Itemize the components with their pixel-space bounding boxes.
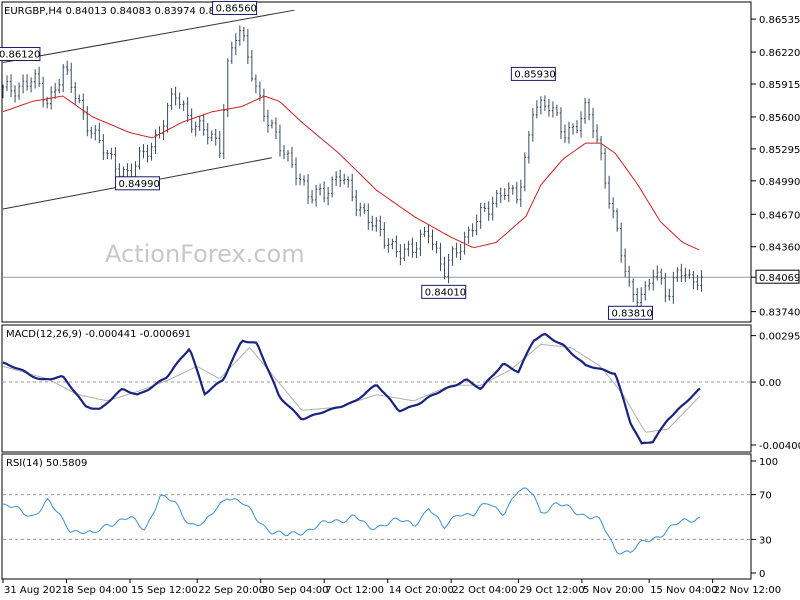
price-annotation-box (0, 47, 41, 62)
price-annotation-label: 0.84990 (118, 179, 159, 190)
axis-layer: 0.86535 0.86220 0.85915 0.85600 0.85295 0.849… (2, 15, 800, 596)
time-axis-label: 14 Oct 20:00 (389, 585, 454, 596)
rsi-line (2, 487, 701, 555)
macd-axis-label: 0.002955 (759, 332, 800, 343)
price-annotation-label: 0.86560 (216, 3, 257, 14)
time-axis-label: 8 Sep 04:00 (67, 585, 127, 596)
rsi-pane-title: RSI(14) 50.5809 (6, 458, 87, 469)
time-axis-label: 15 Sep 12:00 (131, 585, 198, 596)
price-axis-label: 0.84990 (759, 177, 800, 188)
last-price-marker (755, 269, 800, 284)
price-axis-label: 0.84360 (759, 243, 800, 254)
price-axis-label: 0.85915 (759, 80, 800, 91)
macd-main-line (2, 332, 701, 445)
price-annotation-box (114, 176, 160, 191)
macd-axis-label: -0.004009 (759, 441, 800, 452)
price-annotation-box (607, 305, 653, 320)
moving-average-line (2, 95, 700, 251)
price-annotation-label: 0.83810 (611, 308, 652, 319)
price-annotation-label: 0.84010 (425, 287, 466, 298)
price-axis-label: 0.84069 (759, 273, 800, 284)
time-axis-label: 31 Aug 2021 (4, 585, 68, 596)
price-series-layer: 0.86120 0.86560 0.84990 0.85930 0.84010 0.838… (0, 0, 750, 320)
price-axis-label: 0.86220 (759, 48, 800, 59)
time-axis-label: 22 Nov 12:00 (714, 585, 781, 596)
price-annotation-box (510, 66, 556, 81)
price-pane-title: EURGBP,H4 0.84013 0.84083 0.83974 0.8406… (4, 6, 240, 17)
time-axis-label: 22 Sep 20:00 (198, 585, 265, 596)
time-axis-label: 5 Nov 20:00 (583, 585, 644, 596)
price-pane (1, 1, 752, 323)
price-axis-label: 0.85600 (759, 113, 800, 124)
rsi-axis-label: 100 (759, 457, 778, 468)
rsi-axis-label: 70 (759, 491, 772, 502)
rsi-axis-label: 0 (759, 569, 765, 580)
price-axis-label: 0.83740 (759, 308, 800, 319)
macd-axis-label: 0.00 (759, 378, 781, 389)
price-axis-label: 0.86535 (759, 15, 800, 26)
time-axis-label: 22 Oct 04:00 (452, 585, 517, 596)
time-axis-label: 15 Nov 04:00 (650, 585, 717, 596)
rsi-axis-label: 30 (759, 535, 772, 546)
price-annotation-box (212, 0, 258, 15)
watermark: ActionForex.com (105, 240, 305, 268)
price-annotation-label: 0.86120 (0, 50, 40, 61)
price-axis-label: 0.85295 (759, 145, 800, 156)
macd-series-layer (2, 332, 750, 445)
time-axis-label: 29 Oct 12:00 (519, 585, 584, 596)
price-annotation-label: 0.85930 (514, 69, 555, 80)
time-axis-label: 7 Oct 12:00 (325, 585, 384, 596)
channel-upper-line (2, 9, 295, 64)
rsi-series-layer (2, 487, 750, 555)
macd-pane (1, 324, 752, 453)
price-annotation-box (421, 284, 467, 299)
macd-pane-title: MACD(12,26,9) -0.000441 -0.000691 (6, 329, 191, 340)
price-axis-label: 0.84670 (759, 210, 800, 221)
time-axis-label: 30 Sep 04:00 (262, 585, 329, 596)
rsi-pane (1, 453, 752, 580)
